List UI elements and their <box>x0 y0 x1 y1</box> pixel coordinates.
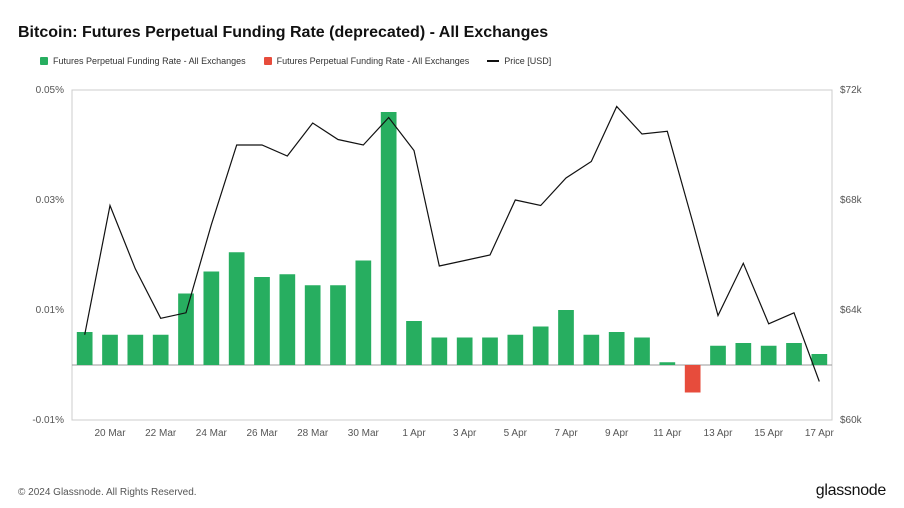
bar <box>634 338 650 366</box>
svg-text:3 Apr: 3 Apr <box>453 428 477 439</box>
bar <box>761 346 777 365</box>
legend: Futures Perpetual Funding Rate - All Exc… <box>40 56 551 66</box>
svg-text:1 Apr: 1 Apr <box>402 428 426 439</box>
legend-label: Futures Perpetual Funding Rate - All Exc… <box>53 56 246 66</box>
svg-text:-0.01%: -0.01% <box>32 415 64 426</box>
bar <box>381 112 397 365</box>
bar <box>710 346 726 365</box>
legend-label: Price [USD] <box>504 56 551 66</box>
svg-text:20 Mar: 20 Mar <box>94 428 126 439</box>
svg-text:$64k: $64k <box>840 305 863 316</box>
brand-logo: glassnode <box>816 482 886 500</box>
svg-text:24 Mar: 24 Mar <box>196 428 228 439</box>
svg-text:5 Apr: 5 Apr <box>504 428 528 439</box>
svg-text:$72k: $72k <box>840 85 863 96</box>
bar <box>355 261 371 366</box>
bar <box>482 338 498 366</box>
legend-item-negative: Futures Perpetual Funding Rate - All Exc… <box>264 56 470 66</box>
bar <box>558 310 574 365</box>
copyright: © 2024 Glassnode. All Rights Reserved. <box>18 487 197 498</box>
bar <box>127 335 143 365</box>
svg-text:26 Mar: 26 Mar <box>246 428 278 439</box>
svg-text:22 Mar: 22 Mar <box>145 428 177 439</box>
svg-text:13 Apr: 13 Apr <box>704 428 734 439</box>
bar <box>305 285 321 365</box>
svg-text:11 Apr: 11 Apr <box>653 428 682 439</box>
svg-text:7 Apr: 7 Apr <box>554 428 578 439</box>
svg-text:0.01%: 0.01% <box>36 305 64 316</box>
chart-svg: -0.01% 0.01% 0.03% 0.05% $60k $64k $68k $72k 20 … <box>18 80 886 460</box>
bar <box>77 332 93 365</box>
bar <box>533 327 549 366</box>
chart-title: Bitcoin: Futures Perpetual Funding Rate … <box>18 24 548 42</box>
bar <box>153 335 169 365</box>
bar <box>330 285 346 365</box>
price-line <box>85 107 820 382</box>
legend-item-positive: Futures Perpetual Funding Rate - All Exc… <box>40 56 246 66</box>
bar <box>786 343 802 365</box>
bar <box>431 338 447 366</box>
svg-text:$68k: $68k <box>840 195 863 206</box>
bar <box>203 272 219 366</box>
svg-text:28 Mar: 28 Mar <box>297 428 329 439</box>
svg-text:15 Apr: 15 Apr <box>754 428 784 439</box>
swatch-pos-icon <box>40 57 48 65</box>
legend-label: Futures Perpetual Funding Rate - All Exc… <box>277 56 470 66</box>
bar <box>229 252 245 365</box>
bar <box>406 321 422 365</box>
bar <box>457 338 473 366</box>
svg-text:0.05%: 0.05% <box>36 85 64 96</box>
swatch-price-icon <box>487 60 499 62</box>
svg-text:9 Apr: 9 Apr <box>605 428 629 439</box>
bar <box>735 343 751 365</box>
swatch-neg-icon <box>264 57 272 65</box>
bar <box>279 274 295 365</box>
bar <box>811 354 827 365</box>
bar <box>254 277 270 365</box>
svg-text:17 Apr: 17 Apr <box>805 428 835 439</box>
svg-text:30 Mar: 30 Mar <box>348 428 380 439</box>
legend-item-price: Price [USD] <box>487 56 551 66</box>
bar <box>102 335 118 365</box>
svg-text:$60k: $60k <box>840 415 863 426</box>
bar <box>659 362 675 365</box>
bar <box>507 335 523 365</box>
bar <box>685 365 701 393</box>
bar <box>583 335 599 365</box>
bar <box>178 294 194 366</box>
bar <box>609 332 625 365</box>
svg-text:0.03%: 0.03% <box>36 195 64 206</box>
chart-area: -0.01% 0.01% 0.03% 0.05% $60k $64k $68k $72k 20 … <box>18 80 886 460</box>
